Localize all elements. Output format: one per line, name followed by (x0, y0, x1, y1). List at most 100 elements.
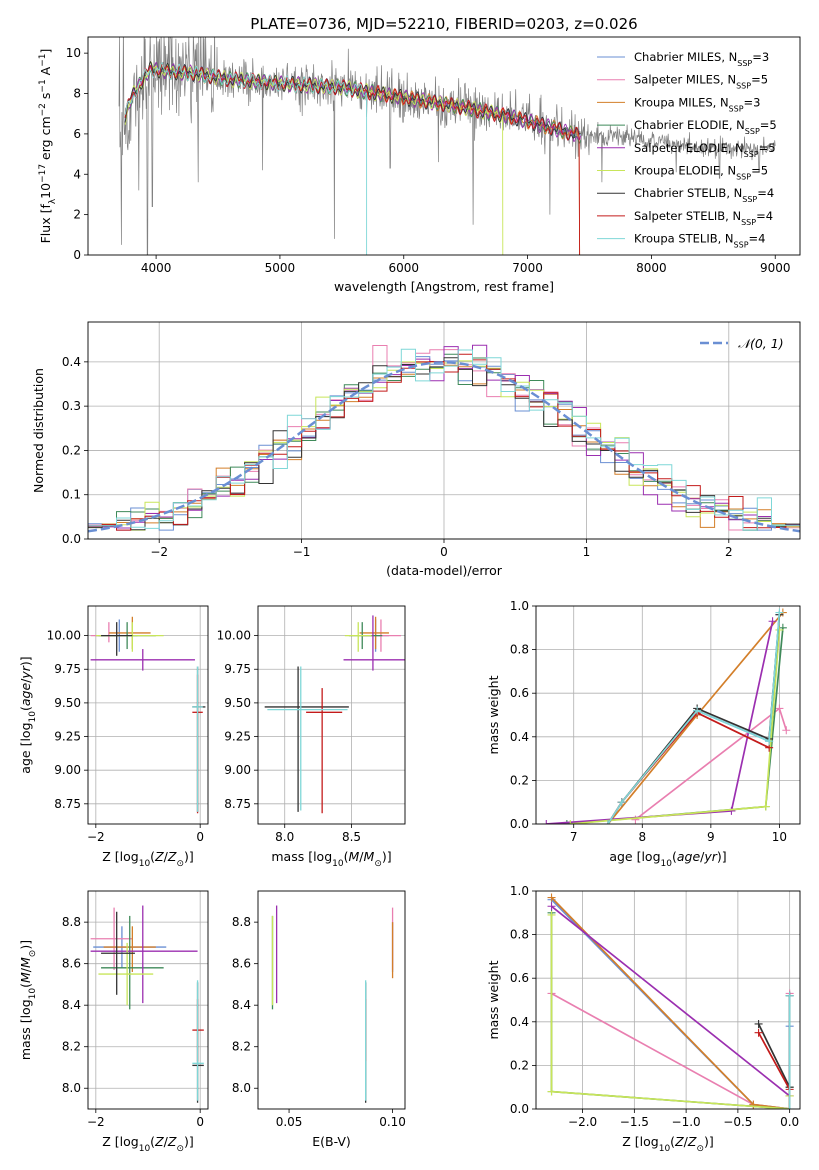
legend-label-text: Kroupa STELIB, N (634, 232, 734, 246)
y-axis-label: Flux [fλ10−17 erg cm−2 s−1 A−1] (38, 49, 58, 244)
x-tick-label: 1 (583, 545, 591, 559)
figure-title: PLATE=0736, MJD=52210, FIBERID=0203, z=0… (250, 15, 637, 33)
weight-line-salpeter_elodie (546, 621, 774, 824)
legend-label-text: Salpeter MILES, N (634, 73, 736, 87)
panel-z-weight: −2.0 −1.5 −1.0 −0.5 0.0 0.0 0.2 0.4 0.6 0.8 1.0 Z [… (486, 884, 801, 1154)
weight-line-kroupa_miles (607, 611, 784, 824)
errorbar-chabrier_stelib (264, 666, 349, 812)
label-part: / (359, 849, 364, 864)
legend-label-sub: SSP (741, 217, 756, 226)
y-axis-label: mass weight (486, 960, 501, 1039)
y-tick-label: 8 (73, 87, 81, 101)
label-part: ⊙ (374, 859, 382, 869)
axes-frame (257, 890, 406, 1110)
label-part: 10 (139, 1144, 151, 1154)
legend-label-sub: SSP (736, 172, 751, 181)
weight-marker (749, 1100, 758, 1109)
axes-frame (87, 36, 801, 256)
legend-label: Chabrier STELIB, NSSP=4 (634, 186, 774, 204)
weight-line-kroupa_miles (550, 896, 790, 1109)
legend-label-sub: SSP (729, 104, 744, 113)
label-part: −1 (38, 54, 48, 67)
errorbar-kroupa_stelib (192, 980, 204, 1101)
legend-label-text: Chabrier ELODIE, N (634, 118, 745, 132)
y-tick-label: 9.00 (224, 763, 251, 777)
weight-marker (547, 893, 556, 902)
y-tick-label: 4 (73, 167, 81, 181)
plot-area (264, 615, 405, 814)
x-tick-label: −2.0 (568, 1115, 597, 1129)
legend-label: Salpeter ELODIE, NSSP=5 (634, 141, 776, 159)
y-tick-label: 8.6 (62, 957, 81, 971)
label-part: −1 (38, 79, 48, 92)
y-tick-label: 0.0 (510, 1102, 529, 1116)
panel-ebv-mass: 0.05 0.10 8.0 8.2 8.4 8.6 8.8 E(B-V) (232, 890, 406, 1149)
y-tick-label: 0.2 (62, 443, 81, 457)
legend-label-suffix: =4 (756, 209, 773, 223)
x-axis-label: Z [log10(Z/Z⊙)] (622, 1134, 714, 1154)
label-part: ⊙ (696, 1144, 704, 1154)
errorbar-salpeter_stelib (306, 688, 343, 814)
y-axis-label: mass weight (486, 675, 501, 754)
label-part: ( (670, 1134, 675, 1149)
label-part: )] (184, 849, 194, 864)
weight-marker (768, 617, 777, 626)
weight-line-salpeter_stelib (757, 1032, 791, 1109)
label-part: erg cm (38, 116, 53, 164)
legend-label: Kroupa STELIB, NSSP=4 (634, 232, 765, 250)
x-tick-label: −2 (87, 1115, 105, 1129)
y-tick-label: 0 (73, 248, 81, 262)
legend-label: Kroupa MILES, NSSP=3 (634, 95, 760, 113)
errorbar-kroupa_elodie (344, 622, 372, 652)
x-axis-label: mass [log10(M/M⊙)] (271, 849, 391, 869)
label-part: mass weight (486, 675, 501, 754)
x-tick-label: 9000 (760, 261, 791, 275)
legend-label-sub: SSP (737, 59, 752, 68)
label-part: age (677, 849, 701, 864)
axes-frame (87, 890, 209, 1110)
y-tick-label: 0.6 (510, 971, 529, 985)
label-part: 10 (661, 859, 673, 869)
label-part: / (18, 967, 33, 972)
weight-line-kroupa_elodie (550, 915, 791, 1109)
x-axis-label: Z [log10(Z/Z⊙)] (102, 849, 194, 869)
legend-label: 𝒩(0, 1) (738, 336, 784, 351)
errorbar-chabrier_stelib (101, 622, 133, 656)
histogram-kroupa_stelib (88, 348, 800, 531)
label-part: )] (382, 849, 392, 864)
errorbar-kroupa_miles (359, 616, 389, 650)
label-part: Z (674, 1134, 684, 1149)
errorbar-chabrier_stelib (192, 666, 206, 812)
label-part: )] (717, 849, 727, 864)
plot-area (118, 37, 776, 255)
y-tick-label: 0.0 (62, 532, 81, 546)
label-part: Z (687, 1134, 697, 1149)
label-part: ⊙ (176, 859, 184, 869)
label-part: M (18, 972, 33, 983)
errorbar-salpeter_elodie (343, 615, 405, 671)
legend-label-sub: SSP (744, 149, 759, 158)
x-tick-label: −2 (150, 545, 168, 559)
legend-label-suffix: =3 (744, 95, 761, 109)
y-tick-label: 0.4 (510, 730, 529, 744)
weight-marker (562, 820, 571, 824)
legend-label: Chabrier ELODIE, NSSP=5 (634, 118, 777, 136)
weight-marker (566, 820, 575, 824)
errorbar-chabrier_stelib (101, 911, 135, 995)
x-tick-label: 7000 (512, 261, 543, 275)
weight-marker (785, 991, 794, 1000)
x-tick-label: −2 (87, 830, 105, 844)
x-tick-label: 0 (440, 545, 448, 559)
axes-frame (87, 605, 209, 825)
legend-label-text: Salpeter ELODIE, N (634, 141, 744, 155)
grid (258, 606, 405, 824)
label-part: Z (167, 1134, 177, 1149)
weight-marker (775, 608, 784, 617)
y-tick-label: 0.8 (510, 643, 529, 657)
label-part: ( (18, 706, 33, 711)
y-tick-label: 0.4 (510, 1015, 529, 1029)
x-tick-label: 9 (707, 830, 715, 844)
y-tick-label: 9.75 (54, 662, 81, 676)
